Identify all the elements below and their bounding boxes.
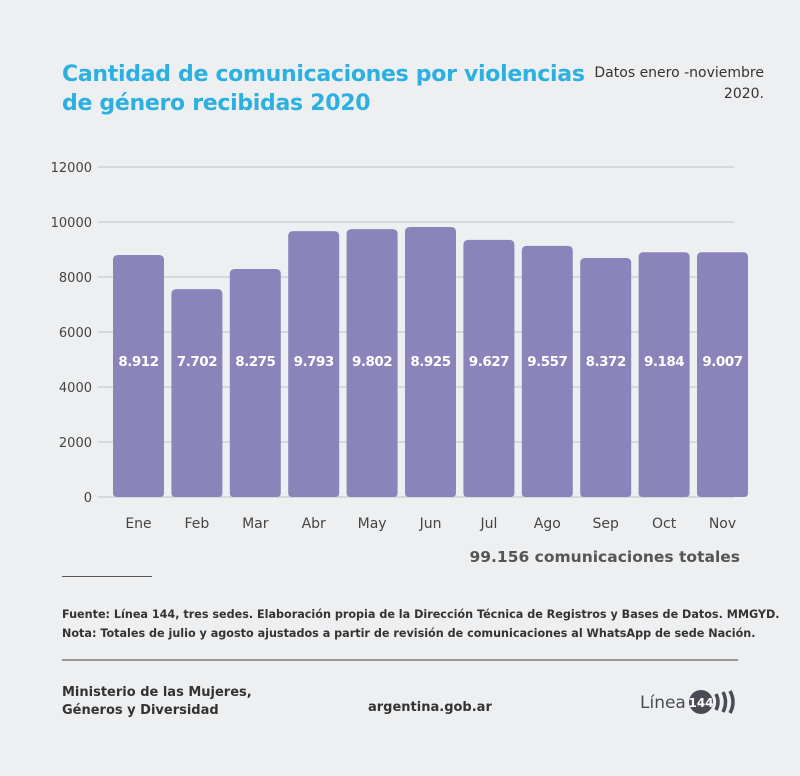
x-tick-label: Oct (652, 516, 677, 532)
data-label: 9.793 (294, 354, 334, 370)
bar-Jun (405, 226, 456, 497)
bar-Nov (697, 252, 748, 497)
divider-short (62, 576, 152, 577)
data-label: 8.925 (410, 354, 450, 370)
bar-Oct (638, 252, 690, 497)
bar-Sep (580, 258, 632, 497)
y-tick-label: 10000 (51, 216, 92, 231)
x-tick-label: Nov (709, 516, 736, 532)
date-range-note: Datos enero -noviembre 2020. (594, 65, 764, 102)
chart-title: Cantidad de comunicaciones por violencia… (62, 62, 585, 116)
website-text: argentina.gob.ar (368, 700, 492, 715)
x-tick-label: May (358, 516, 387, 532)
bar-Ago (521, 245, 573, 497)
bar-Mar (229, 269, 281, 497)
x-tick-label: Feb (185, 516, 210, 532)
y-tick-label: 8000 (59, 271, 92, 286)
bar-Jul (463, 239, 515, 497)
bar-chart: 0 2000 4000 6000 8000 10000 12000 8.912 Ene 7.702… (51, 161, 748, 532)
source-text: Fuente: Línea 144, tres sedes. Elaboraci… (62, 608, 780, 621)
y-tick-label: 0 (84, 491, 92, 506)
bar-Feb (171, 289, 223, 497)
ministry-line-2: Géneros y Diversidad (62, 703, 219, 718)
data-label: 8.275 (235, 354, 275, 370)
x-tick-label: Ene (125, 516, 151, 532)
x-tick-label: Jun (419, 516, 442, 532)
bar-Abr (288, 231, 340, 497)
y-tick-label: 4000 (59, 381, 92, 396)
x-tick-label: Jul (479, 516, 497, 532)
source-notes: Fuente: Línea 144, tres sedes. Elaboraci… (62, 605, 780, 643)
x-tick-label: Abr (302, 516, 326, 532)
x-tick-label: Sep (593, 516, 620, 532)
note-text: Nota: Totales de julio y agosto ajustado… (62, 627, 756, 640)
y-tick-label: 2000 (59, 436, 92, 451)
y-tick-label: 6000 (59, 326, 92, 341)
svg-text:144: 144 (688, 696, 713, 710)
bar-May (346, 229, 398, 497)
data-label: 9.184 (644, 354, 684, 370)
x-tick-label: Ago (534, 516, 561, 532)
svg-text:Línea: Línea (640, 693, 686, 713)
bar-Ene (113, 255, 164, 497)
divider-long (62, 659, 738, 661)
data-label: 8.912 (118, 354, 158, 370)
x-tick-label: Mar (242, 516, 269, 532)
data-label: 9.627 (469, 354, 509, 370)
data-label: 9.007 (702, 354, 742, 370)
data-label: 7.702 (177, 354, 217, 370)
data-label: 9.802 (352, 354, 392, 370)
linea-144-logo: Línea 144 (640, 690, 735, 714)
data-label: 9.557 (527, 354, 567, 370)
data-label: 8.372 (586, 354, 626, 370)
y-tick-label: 12000 (51, 161, 92, 176)
ministry-name: Ministerio de las Mujeres, Géneros y Div… (62, 684, 252, 720)
ministry-line-1: Ministerio de las Mujeres, (62, 685, 252, 700)
total-annotation: 99.156 comunicaciones totales (469, 548, 740, 566)
